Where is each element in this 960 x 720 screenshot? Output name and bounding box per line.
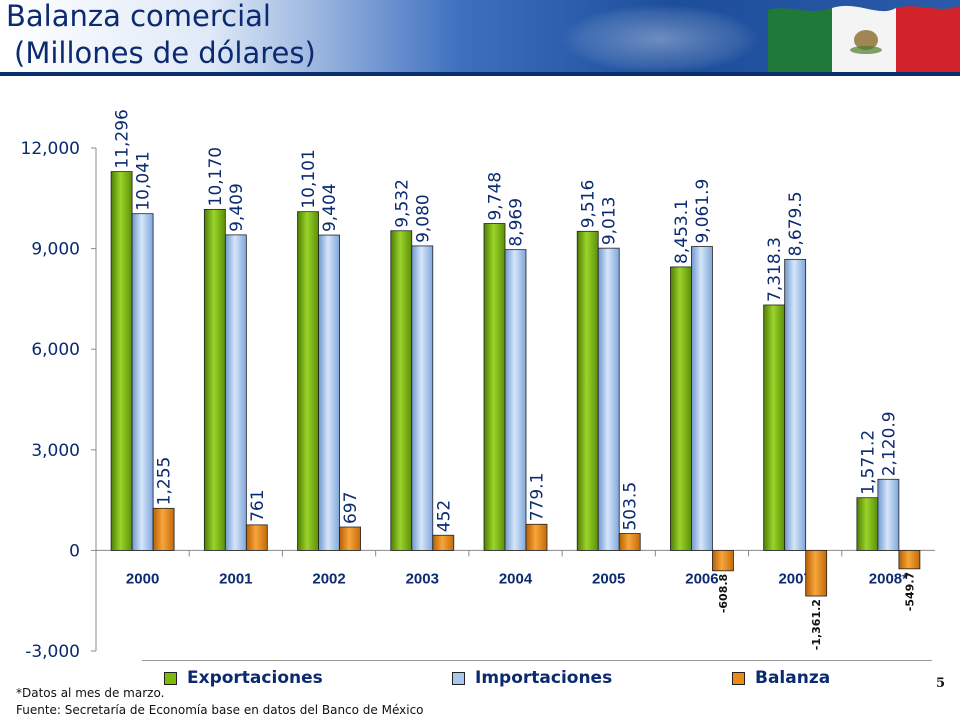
data-label: 9,516 [579,180,599,229]
chart-legend: Exportaciones Importaciones Balanza [142,660,932,695]
footnote-note: *Datos al mes de marzo. [16,686,165,700]
data-label: 503.5 [621,482,641,531]
data-label: 1,571.2 [858,430,878,495]
bar-exportaciones [203,208,226,551]
bar-balanza [805,550,828,597]
footnote-source: Fuente: Secretaría de Economía base en d… [16,703,424,717]
bar-exportaciones [110,171,133,551]
data-label: 10,170 [206,147,226,206]
bar-importaciones [224,234,247,551]
bar-balanza [898,550,921,570]
page-title: Balanza comercial (Millones de dólares) [6,0,316,72]
x-category-label: 2002 [312,570,345,587]
x-category-label: 2007 [778,570,811,587]
bar-importaciones [131,213,154,551]
data-label: 8,453.1 [672,199,692,264]
data-label: 7,318.3 [765,237,785,302]
data-label: 9,080 [413,194,433,243]
legend-label: Balanza [755,668,831,688]
x-category-label: 2008* [869,570,908,587]
header-banner: Balanza comercial (Millones de dólares) [0,0,960,76]
bar-importaciones [691,246,713,551]
bar-balanza [618,533,641,551]
bar-importaciones [318,234,340,551]
data-label: 779.1 [528,473,548,522]
data-label: 10,101 [299,149,319,208]
legend-label: Importaciones [475,668,613,688]
y-tick-label: 0 [69,541,80,561]
page-number: 5 [936,676,946,691]
legend-swatch-balanza [732,671,745,685]
data-label: 10,041 [134,151,154,210]
data-label: 697 [341,492,361,524]
data-label: -608.8 [717,574,730,613]
x-category-label: 2004 [499,570,533,587]
data-label: 9,013 [600,196,620,245]
y-tick-label: 12,000 [21,139,80,159]
bar-exportaciones [576,230,599,551]
data-label: 9,061.9 [693,179,713,244]
bar-exportaciones [856,497,879,551]
data-label: -549.7 [903,572,916,611]
legend-label: Exportaciones [187,668,323,688]
bar-balanza [432,534,455,551]
data-label: 9,532 [392,179,412,228]
bar-importaciones [597,247,620,551]
bar-exportaciones [483,223,506,551]
bar-balanza [339,526,361,551]
legend-swatch-importaciones [452,671,465,685]
data-label: 2,120.9 [879,411,899,476]
x-category-label: 2000 [126,570,159,587]
bar-importaciones [877,478,900,551]
bar-exportaciones [670,266,692,551]
data-label: 9,748 [486,172,506,221]
data-label: 9,404 [320,183,340,232]
data-label: 11,296 [113,109,133,168]
bar-balanza [525,523,548,551]
bar-importaciones [411,245,434,551]
legend-item-balanza: Balanza [732,668,830,688]
data-label: 8,679.5 [786,191,806,256]
x-category-label: 2006 [685,570,718,587]
x-category-label: 2001 [219,570,252,587]
bar-balanza [152,507,175,551]
legend-item-exportaciones: Exportaciones [164,668,323,688]
header-divider [0,72,960,76]
data-label: 761 [248,489,268,521]
bar-balanza [712,550,734,572]
data-label: 9,409 [227,183,247,232]
legend-swatch-exportaciones [164,671,177,685]
bar-exportaciones [763,304,786,551]
bar-exportaciones [297,211,319,551]
bar-importaciones [784,258,807,551]
title-line-2: (Millones de dólares) [14,36,316,70]
x-category-label: 2005 [592,570,625,587]
data-label: 8,969 [507,198,527,247]
x-category-label: 2003 [406,570,439,587]
bar-importaciones [504,249,527,551]
bar-exportaciones [390,230,413,551]
legend-item-importaciones: Importaciones [452,668,612,688]
eagle-emblem-icon [560,4,760,74]
mexico-flag-icon [768,5,960,74]
y-tick-label: 6,000 [31,340,80,360]
data-label: 452 [434,500,454,532]
data-label: -1,361.2 [810,599,823,650]
y-tick-label: 3,000 [31,441,80,461]
title-line-1: Balanza comercial [6,0,271,33]
bar-balanza [245,524,268,551]
y-tick-label: -3,000 [25,642,80,662]
data-label: 1,255 [155,457,175,506]
y-tick-label: 9,000 [31,240,80,260]
